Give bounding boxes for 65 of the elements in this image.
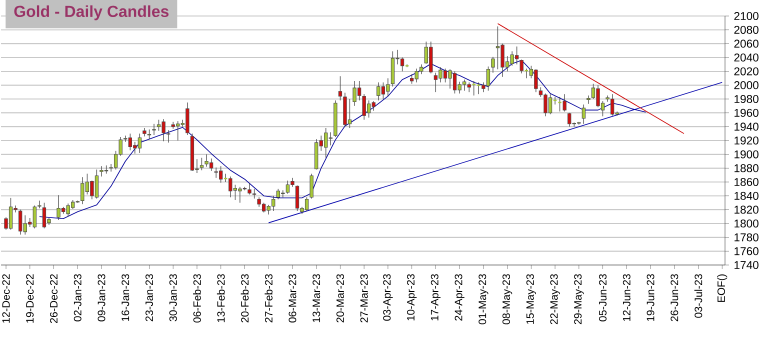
x-tick-label: 09-Jan-23 (98, 274, 106, 322)
candlestick (152, 124, 156, 136)
y-tick-label: 1800 (734, 220, 758, 228)
chart-title: Gold - Daily Candles (14, 5, 169, 20)
x-tick-label: 01-May-23 (478, 274, 488, 324)
x-tick-label: 19-Jun-23 (646, 274, 654, 321)
x-tick-label: 02-Jan-23 (74, 274, 82, 322)
x-tick-label: 27-Feb-23 (264, 274, 273, 322)
x-tick-label: 19-Dec-22 (26, 274, 34, 323)
y-tick-label: 1900 (734, 150, 758, 158)
y-tick-label: 1820 (734, 206, 758, 214)
y-tick-label: 1980 (734, 95, 758, 104)
x-tick-label: 16-Jan-23 (122, 274, 130, 321)
x-tick-label: 20-Mar-23 (336, 274, 344, 322)
candlestick (252, 188, 256, 199)
x-tick-label: 15-May-23 (526, 274, 536, 324)
candlestick (338, 76, 342, 101)
candlestick (310, 173, 314, 199)
y-tick-label: 2000 (734, 81, 758, 90)
candlestick (248, 183, 252, 195)
y-tick-label: 2020 (734, 67, 758, 76)
candlestick (142, 128, 146, 137)
x-tick-label: 30-Jan-23 (169, 274, 177, 322)
x-tick-label: 05-Jun-23 (599, 274, 607, 322)
x-tick-label: 26-Jun-23 (670, 274, 678, 322)
y-tick-label: 2100 (734, 12, 758, 20)
candlestick (200, 157, 204, 171)
candlestick (147, 129, 152, 140)
candlestick (38, 200, 42, 209)
candlestick (586, 95, 590, 104)
y-tick-label: 1920 (734, 136, 758, 145)
y-tick-label: 1960 (734, 108, 758, 117)
y-tick-label: 2040 (734, 54, 758, 62)
candlestick (520, 59, 524, 74)
x-tick-label: 17-Apr-23 (430, 274, 441, 320)
x-tick-label: 10-Apr-23 (406, 274, 417, 320)
y-tick-label: 1940 (734, 122, 758, 131)
x-tick-label: EOF() (717, 274, 728, 302)
y-tick-label: 2060 (734, 40, 758, 48)
x-tick-label: 08-May-23 (502, 274, 512, 324)
x-tick-label: 23-Jan-23 (145, 274, 154, 322)
y-tick-label: 1840 (734, 192, 758, 200)
x-tick-label: 06-Feb-23 (193, 274, 201, 323)
x-tick-label: 20-Feb-23 (240, 274, 249, 322)
y-tick-label: 1860 (734, 178, 758, 186)
x-tick-label: 12-Dec-22 (2, 274, 10, 323)
x-tick-label: 26-Dec-22 (50, 274, 58, 323)
x-tick-label: 03-Apr-23 (383, 274, 393, 321)
y-tick-label: 1740 (734, 260, 758, 270)
x-tick-label: 29-May-23 (574, 274, 584, 324)
x-tick-label: 13-Feb-23 (216, 274, 225, 322)
candlestick (582, 104, 586, 124)
y-tick-label: 1780 (734, 233, 758, 242)
x-tick-label: 03-Jul-23 (694, 274, 702, 318)
x-tick-label: 22-May-23 (550, 274, 560, 324)
x-tick-label: 12-Jun-23 (622, 274, 630, 321)
y-tick-label: 1760 (734, 247, 758, 256)
y-tick-label: 1880 (734, 164, 758, 172)
candlestick (491, 56, 495, 74)
y-tick-label: 2080 (734, 26, 758, 34)
x-tick-label: 24-Apr-23 (454, 274, 464, 321)
candlestick (562, 94, 566, 112)
x-tick-label: 06-Mar-23 (288, 274, 296, 322)
x-tick-label: 13-Mar-23 (312, 274, 320, 322)
x-tick-label: 27-Mar-23 (360, 274, 368, 322)
